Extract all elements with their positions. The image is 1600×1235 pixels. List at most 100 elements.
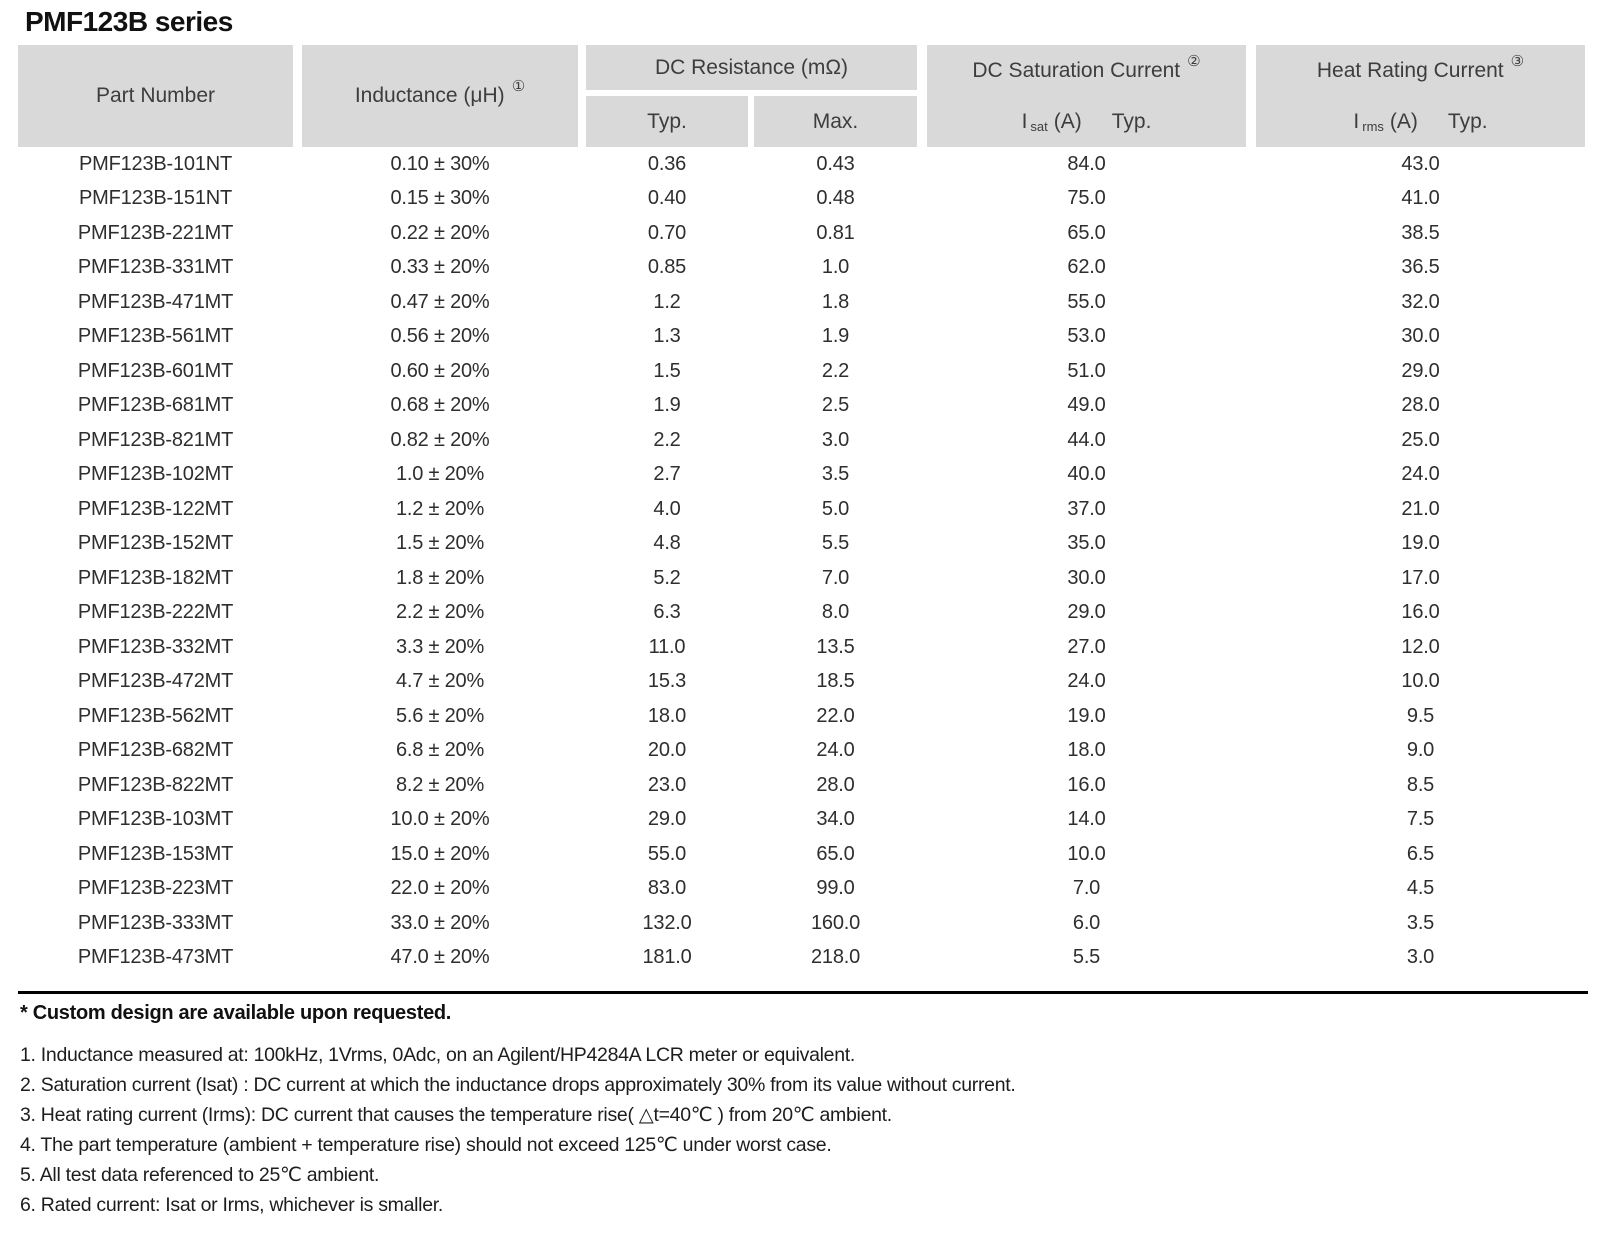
cell-isat: 24.0 bbox=[1067, 670, 1106, 693]
cell-resistance-typ: 1.5 bbox=[653, 359, 681, 382]
cell-irms: 38.5 bbox=[1401, 221, 1440, 244]
cell-resistance-max: 3.0 bbox=[821, 428, 850, 451]
cell-resistance-max: 5.0 bbox=[821, 497, 850, 520]
cell-irms: 6.5 bbox=[1406, 842, 1435, 865]
cell-inductance: 4.7 ± 20% bbox=[395, 670, 485, 693]
footnotes: 1. Inductance measured at: 100kHz, 1Vrms… bbox=[20, 1040, 1580, 1220]
cell-irms: 32.0 bbox=[1401, 290, 1440, 313]
cell-irms: 16.0 bbox=[1401, 601, 1440, 624]
table-row: PMF123B-473MT 47.0 ± 20% 181.0 218.0 5.5 3.0 bbox=[18, 941, 1585, 976]
spec-table: Part Number Inductance (μH) ① DC Resista… bbox=[18, 45, 1585, 975]
cell-isat: 10.0 bbox=[1067, 842, 1106, 865]
cell-resistance-typ: 0.85 bbox=[647, 256, 687, 279]
table-row: PMF123B-601MT 0.60 ± 20% 1.5 2.2 51.0 29.0 bbox=[18, 354, 1585, 389]
cell-irms: 19.0 bbox=[1401, 532, 1440, 555]
cell-resistance-typ: 6.3 bbox=[653, 601, 681, 624]
cell-resistance-typ: 20.0 bbox=[647, 739, 687, 762]
cell-resistance-max: 1.0 bbox=[821, 256, 850, 279]
cell-inductance: 1.8 ± 20% bbox=[395, 566, 485, 589]
cell-inductance: 8.2 ± 20% bbox=[395, 773, 485, 796]
table-body: PMF123B-101NT 0.10 ± 30% 0.36 0.43 84.0 43.0 P… bbox=[18, 147, 1585, 975]
cell-part-number: PMF123B-101NT bbox=[78, 152, 232, 175]
cell-resistance-typ: 1.3 bbox=[653, 325, 681, 348]
footnote-4: 4. The part temperature (ambient + tempe… bbox=[20, 1134, 832, 1156]
cell-part-number: PMF123B-681MT bbox=[77, 394, 234, 417]
cell-resistance-typ: 83.0 bbox=[647, 877, 687, 900]
cell-inductance: 10.0 ± 20% bbox=[390, 808, 490, 831]
cell-isat: 40.0 bbox=[1067, 463, 1106, 486]
cell-resistance-max: 218.0 bbox=[810, 946, 861, 969]
cell-resistance-typ: 4.0 bbox=[653, 497, 681, 520]
cell-resistance-max: 0.81 bbox=[816, 221, 855, 244]
table-row: PMF123B-153MT 15.0 ± 20% 55.0 65.0 10.0 6.5 bbox=[18, 837, 1585, 872]
table-row: PMF123B-122MT 1.2 ± 20% 4.0 5.0 37.0 21.0 bbox=[18, 492, 1585, 527]
cell-resistance-max: 99.0 bbox=[816, 877, 855, 900]
cell-part-number: PMF123B-332MT bbox=[77, 635, 234, 658]
cell-irms: 30.0 bbox=[1401, 325, 1440, 348]
cell-irms: 8.5 bbox=[1406, 773, 1435, 796]
cell-inductance: 15.0 ± 20% bbox=[390, 842, 490, 865]
cell-part-number: PMF123B-223MT bbox=[77, 877, 234, 900]
custom-design-note: * Custom design are available upon reque… bbox=[20, 1002, 452, 1024]
cell-inductance: 3.3 ± 20% bbox=[395, 635, 485, 658]
cell-resistance-typ: 2.7 bbox=[653, 463, 681, 486]
cell-resistance-typ: 55.0 bbox=[647, 842, 687, 865]
cell-resistance-max: 0.48 bbox=[816, 187, 855, 210]
cell-resistance-max: 2.2 bbox=[821, 359, 850, 382]
cell-resistance-max: 65.0 bbox=[816, 842, 855, 865]
cell-isat: 14.0 bbox=[1067, 808, 1106, 831]
cell-resistance-max: 34.0 bbox=[816, 808, 855, 831]
cell-resistance-max: 0.43 bbox=[816, 152, 855, 175]
table-row: PMF123B-152MT 1.5 ± 20% 4.8 5.5 35.0 19.0 bbox=[18, 527, 1585, 562]
cell-part-number: PMF123B-221MT bbox=[77, 221, 234, 244]
cell-resistance-typ: 2.2 bbox=[653, 428, 681, 451]
cell-irms: 41.0 bbox=[1401, 187, 1440, 210]
cell-inductance: 0.33 ± 20% bbox=[390, 256, 490, 279]
cell-isat: 44.0 bbox=[1067, 428, 1106, 451]
cell-isat: 6.0 bbox=[1072, 911, 1101, 934]
cell-part-number: PMF123B-471MT bbox=[77, 290, 234, 313]
cell-irms: 21.0 bbox=[1401, 497, 1440, 520]
cell-isat: 49.0 bbox=[1067, 394, 1106, 417]
table-row: PMF123B-331MT 0.33 ± 20% 0.85 1.0 62.0 36.5 bbox=[18, 251, 1585, 286]
cell-isat: 51.0 bbox=[1067, 359, 1106, 382]
cell-inductance: 0.15 ± 30% bbox=[390, 187, 490, 210]
cell-inductance: 0.60 ± 20% bbox=[390, 359, 490, 382]
cell-isat: 55.0 bbox=[1067, 290, 1106, 313]
cell-part-number: PMF123B-333MT bbox=[77, 911, 234, 934]
page-title: PMF123B series bbox=[25, 6, 233, 37]
table-row: PMF123B-681MT 0.68 ± 20% 1.9 2.5 49.0 28.0 bbox=[18, 389, 1585, 424]
cell-resistance-max: 1.9 bbox=[821, 325, 850, 348]
cell-part-number: PMF123B-601MT bbox=[77, 359, 234, 382]
cell-irms: 29.0 bbox=[1401, 359, 1440, 382]
table-row: PMF123B-333MT 33.0 ± 20% 132.0 160.0 6.0 3.5 bbox=[18, 906, 1585, 941]
cell-isat: 27.0 bbox=[1067, 635, 1106, 658]
cell-resistance-typ: 11.0 bbox=[648, 635, 686, 658]
cell-isat: 84.0 bbox=[1067, 152, 1106, 175]
column-header-inductance: Inductance (μH) ① bbox=[302, 45, 578, 147]
table-row: PMF123B-821MT 0.82 ± 20% 2.2 3.0 44.0 25.0 bbox=[18, 423, 1585, 458]
table-row: PMF123B-223MT 22.0 ± 20% 83.0 99.0 7.0 4.5 bbox=[18, 872, 1585, 907]
cell-irms: 24.0 bbox=[1401, 463, 1440, 486]
cell-part-number: PMF123B-822MT bbox=[77, 773, 234, 796]
cell-irms: 9.0 bbox=[1406, 739, 1435, 762]
cell-irms: 12.0 bbox=[1401, 635, 1440, 658]
footnote-6: 6. Rated current: Isat or Irms, whicheve… bbox=[20, 1194, 443, 1216]
cell-resistance-max: 24.0 bbox=[816, 739, 855, 762]
cell-inductance: 1.5 ± 20% bbox=[395, 532, 485, 555]
cell-resistance-max: 1.8 bbox=[821, 290, 850, 313]
cell-part-number: PMF123B-122MT bbox=[77, 497, 234, 520]
footnote-5: 5. All test data referenced to 25℃ ambie… bbox=[20, 1164, 380, 1186]
cell-irms: 25.0 bbox=[1401, 428, 1440, 451]
table-row: PMF123B-682MT 6.8 ± 20% 20.0 24.0 18.0 9.0 bbox=[18, 734, 1585, 769]
cell-part-number: PMF123B-472MT bbox=[77, 670, 234, 693]
cell-inductance: 47.0 ± 20% bbox=[390, 946, 490, 969]
cell-irms: 28.0 bbox=[1401, 394, 1440, 417]
cell-part-number: PMF123B-562MT bbox=[77, 704, 234, 727]
cell-irms: 3.5 bbox=[1406, 911, 1435, 934]
cell-irms: 9.5 bbox=[1406, 704, 1435, 727]
cell-irms: 7.5 bbox=[1406, 808, 1435, 831]
cell-resistance-typ: 0.40 bbox=[647, 187, 687, 210]
